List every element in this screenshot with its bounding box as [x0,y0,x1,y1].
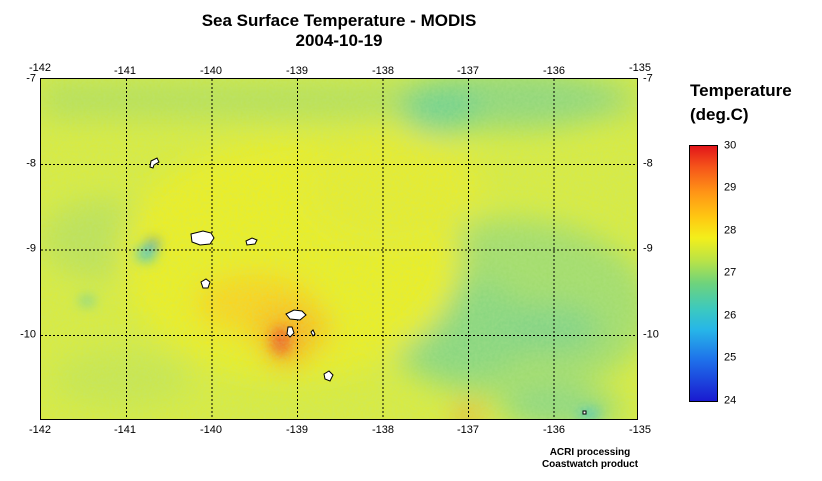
bottom-tick-lon: -141 [113,424,137,436]
colorbar-tick: 28 [724,224,737,237]
island [323,370,334,382]
island [310,329,316,337]
colorbar-tick: 25 [724,351,737,364]
graticule [41,79,637,419]
top-tick-lon: -138 [371,65,395,77]
top-tick-lon: -137 [456,65,480,77]
left-tick-lat: -7 [26,72,36,85]
legend-title-line2: (deg.C) [690,105,749,124]
bottom-tick-lon: -139 [285,424,309,436]
bottom-tick-lon: -138 [371,424,395,436]
sst-map[interactable] [40,78,638,420]
bottom-tick-lon: -135 [628,424,652,436]
credit-line2: Coastwatch product [541,459,639,470]
left-tick-lat: -10 [20,328,36,341]
bottom-tick-lon: -136 [542,424,566,436]
island [200,278,211,289]
right-tick-lat: -7 [643,72,653,85]
colorbar-tick: 26 [724,309,737,322]
island [245,237,258,246]
top-tick-lon: -140 [199,65,223,77]
right-tick-lat: -10 [643,328,659,341]
colorbar-tick: 24 [724,394,737,407]
credit-text: ACRI processing Coastwatch product [530,447,650,471]
island [149,157,160,169]
sst-map-canvas [41,79,637,419]
top-tick-lon: -135 [628,62,652,74]
island [286,326,295,338]
colorbar-tick: 27 [724,266,737,279]
bottom-tick-lon: -142 [28,424,52,436]
colorbar-tick: 30 [724,139,737,152]
bottom-tick-lon: -137 [456,424,480,436]
left-tick-lat: -8 [26,157,36,170]
legend-title-line1: Temperature [690,81,792,100]
chart-title: Sea Surface Temperature - MODIS 2004-10-… [40,11,638,51]
islands [149,157,587,415]
top-tick-lon: -142 [28,62,52,74]
bottom-tick-lon: -140 [199,424,223,436]
top-tick-lon: -136 [542,65,566,77]
island [285,309,307,321]
title-date: 2004-10-19 [295,31,383,50]
left-tick-lat: -9 [26,242,36,255]
credit-line1: ACRI processing [549,447,631,458]
colorbar-tick: 29 [724,181,737,194]
legend-title: Temperature (deg.C) [690,79,792,127]
top-tick-lon: -139 [285,65,309,77]
island [582,410,587,415]
island [190,230,215,246]
right-tick-lat: -9 [643,242,653,255]
title-main: Sea Surface Temperature - MODIS [201,11,477,30]
sst-texture [41,79,637,419]
top-tick-lon: -141 [113,65,137,77]
right-tick-lat: -8 [643,157,653,170]
temperature-colorbar [689,145,718,402]
